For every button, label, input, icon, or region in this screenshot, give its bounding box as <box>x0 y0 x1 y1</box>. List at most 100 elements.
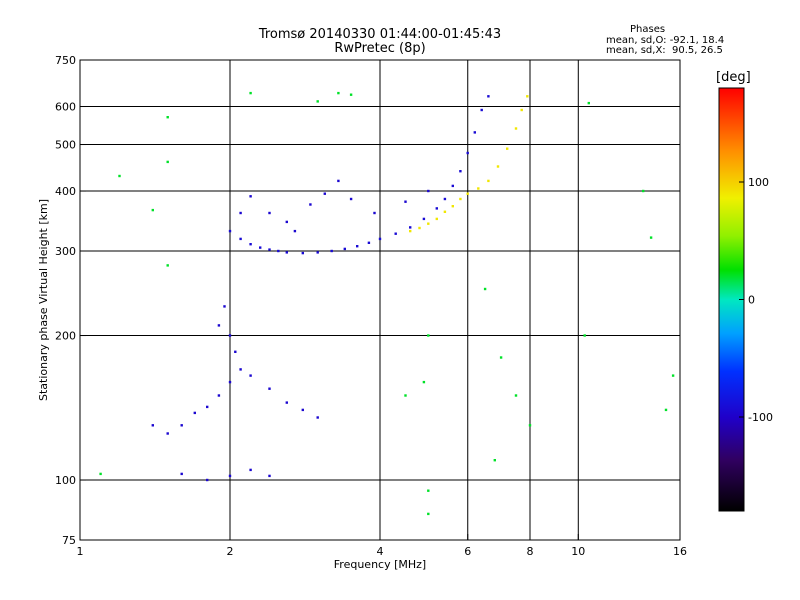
x-tick-label: 6 <box>464 545 471 558</box>
colorbar-label: [deg] <box>716 70 751 85</box>
echo-point <box>249 195 252 198</box>
echo-point <box>166 160 169 164</box>
echo-point <box>435 207 438 210</box>
echo-point <box>506 147 509 150</box>
echo-point <box>277 249 280 253</box>
echo-point <box>409 229 412 233</box>
x-tick-label: 2 <box>227 545 234 558</box>
scatter-points <box>99 91 675 516</box>
echo-point <box>337 179 340 183</box>
echo-point <box>422 217 426 221</box>
y-tick-label: 100 <box>55 474 76 487</box>
echo-point <box>466 192 469 195</box>
echo-point <box>473 131 476 134</box>
echo-point <box>228 229 232 233</box>
colorbar-tick-label: 0 <box>748 294 755 307</box>
echo-point <box>404 394 407 397</box>
echo-point <box>477 187 480 190</box>
echo-point <box>249 243 252 246</box>
colorbar-ticks: 100 0 -100 <box>739 176 773 424</box>
echo-point <box>99 472 102 476</box>
echo-point <box>228 380 232 384</box>
echo-point <box>166 264 169 267</box>
echo-point <box>394 232 397 235</box>
y-axis: 750 600 500 400 300 200 100 75 <box>55 54 86 547</box>
colorbar-tick-label: 100 <box>748 176 769 189</box>
echo-point <box>239 211 242 215</box>
echo-point <box>316 251 319 254</box>
echo-point <box>642 189 645 193</box>
x-tick-label: 10 <box>571 545 585 558</box>
echo-point <box>239 237 242 241</box>
echo-point <box>378 237 382 241</box>
echo-point <box>520 108 523 112</box>
echo-point <box>234 350 237 353</box>
echo-point <box>285 220 288 224</box>
echo-point <box>409 226 412 229</box>
echo-point <box>268 474 271 478</box>
echo-point <box>316 100 319 103</box>
echo-point <box>249 91 252 95</box>
echo-point <box>309 203 312 206</box>
echo-point <box>249 374 252 377</box>
echo-point <box>217 324 221 327</box>
x-axis-label: Frequency [MHz] <box>334 558 426 571</box>
x-axis: 1 2 4 6 8 10 16 <box>77 534 687 558</box>
echo-point <box>118 174 121 178</box>
y-tick-label: 300 <box>55 245 76 258</box>
echo-point <box>451 205 454 208</box>
echo-point <box>268 387 271 390</box>
echo-point <box>349 93 353 96</box>
phase-stats-header: Phases <box>630 24 666 35</box>
echo-point <box>180 472 183 476</box>
x-tick-label: 1 <box>77 545 84 558</box>
echo-point <box>268 248 271 251</box>
echo-point <box>427 189 430 193</box>
echo-point <box>487 95 490 98</box>
phase-stats-o-mode: mean, sd,O: -92.1, 18.4 <box>606 35 725 46</box>
y-tick-label: 600 <box>55 101 76 114</box>
echo-point <box>480 108 483 112</box>
echo-point <box>526 95 529 98</box>
echo-point <box>259 246 262 249</box>
echo-point <box>427 222 430 225</box>
echo-point <box>487 179 490 183</box>
echo-point <box>422 380 426 384</box>
echo-point <box>587 101 590 105</box>
echo-point <box>301 408 304 412</box>
echo-point <box>356 245 359 248</box>
echo-point <box>514 394 518 397</box>
echo-point <box>316 416 319 419</box>
echo-point <box>217 394 221 397</box>
y-tick-label: 750 <box>55 54 76 67</box>
echo-point <box>223 305 226 308</box>
y-tick-label: 500 <box>55 139 76 152</box>
echo-point <box>228 474 232 478</box>
echo-point <box>418 226 421 230</box>
echo-point <box>466 151 469 155</box>
echo-point <box>249 468 252 472</box>
echo-point <box>373 211 376 215</box>
echo-point <box>427 512 430 516</box>
echo-point <box>649 236 653 239</box>
echo-point <box>228 334 232 337</box>
echo-point <box>166 116 169 119</box>
echo-point <box>664 408 668 412</box>
y-tick-label: 400 <box>55 185 76 198</box>
echo-point <box>206 478 209 482</box>
echo-point <box>151 424 154 427</box>
echo-point <box>180 424 183 427</box>
x-tick-label: 8 <box>527 545 534 558</box>
echo-point <box>514 127 518 130</box>
echo-point <box>349 197 353 201</box>
echo-point <box>268 211 271 215</box>
colorbar-tick-label: -100 <box>748 411 773 424</box>
echo-point <box>499 356 503 359</box>
echo-point <box>459 170 462 173</box>
echo-point <box>293 229 297 233</box>
echo-point <box>193 411 196 415</box>
chart-subtitle: RwPretec (8p) <box>334 41 426 56</box>
echo-point <box>671 374 675 377</box>
phase-stats-x-mode: mean, sd,X: 90.5, 26.5 <box>606 45 723 56</box>
echo-point <box>166 432 169 435</box>
